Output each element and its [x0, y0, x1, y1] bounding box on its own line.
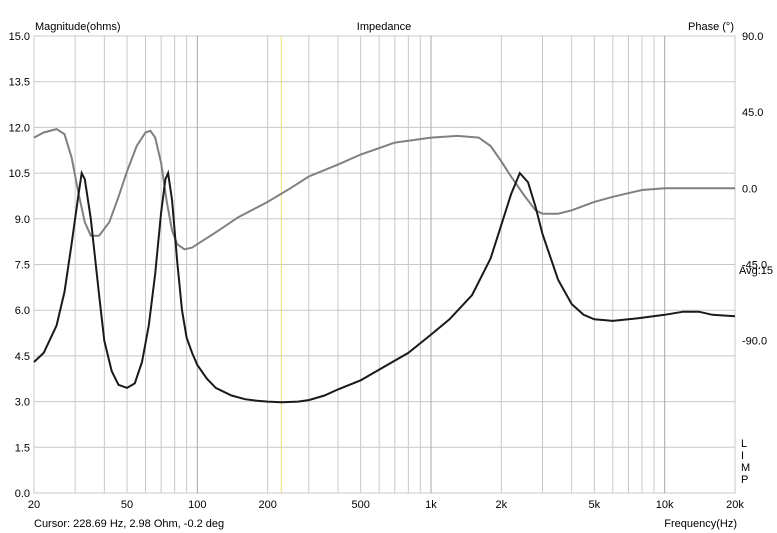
avg-label: Avg:15: [739, 265, 773, 277]
right-tick-label: 0.0: [742, 183, 757, 195]
left-tick-label: 9.0: [15, 214, 30, 226]
left-tick-label: 12.0: [9, 122, 30, 134]
left-tick-label: 3.0: [15, 397, 30, 409]
left-tick-label: 15.0: [9, 31, 30, 43]
left-axis-title: Magnitude(ohms): [35, 21, 121, 33]
x-tick-label: 100: [188, 499, 206, 511]
side-letter: I: [741, 450, 744, 462]
right-tick-label: 90.0: [742, 31, 763, 43]
right-axis-ticks: 90.0 45.0 0.0 -45.0 -90.0: [742, 31, 767, 348]
x-tick-label: 200: [258, 499, 276, 511]
right-tick-label: -90.0: [742, 336, 767, 348]
horizontal-gridlines: [34, 35, 735, 494]
left-tick-label: 10.5: [9, 168, 30, 180]
left-axis-ticks: 0.0 1.5 3.0 4.5 6.0 7.5 9.0 10.5 12.0 13.5 15.0: [9, 31, 30, 500]
x-tick-label: 2k: [496, 499, 508, 511]
x-tick-label: 50: [121, 499, 133, 511]
left-tick-label: 6.0: [15, 305, 30, 317]
left-tick-label: 4.5: [15, 351, 30, 363]
x-axis-ticks: 20 50 100 200 500 1k 2k 5k 10k 20k: [28, 499, 744, 511]
phase-series-line: [33, 128, 735, 251]
x-tick-label: 10k: [656, 499, 674, 511]
side-letter: P: [741, 474, 748, 486]
chart-title: Impedance: [357, 21, 411, 33]
left-tick-label: 1.5: [15, 442, 30, 454]
right-tick-label: -45.0: [742, 260, 767, 272]
left-tick-label: 13.5: [9, 77, 30, 89]
x-tick-label: 20: [28, 499, 40, 511]
x-tick-label: 500: [351, 499, 369, 511]
left-tick-label: 7.5: [15, 260, 30, 272]
x-tick-label: 20k: [726, 499, 744, 511]
cursor-readout: Cursor: 228.69 Hz, 2.98 Ohm, -0.2 deg: [34, 518, 224, 530]
side-letter: M: [741, 462, 750, 474]
right-axis-title: Phase (°): [688, 21, 734, 33]
right-tick-label: 45.0: [742, 107, 763, 119]
magnitude-series-line: [33, 169, 736, 404]
vertical-gridlines: [33, 36, 736, 493]
x-tick-label: 1k: [425, 499, 437, 511]
x-axis-title: Frequency(Hz): [664, 518, 737, 530]
x-tick-label: 5k: [589, 499, 601, 511]
side-letter: L: [741, 438, 747, 450]
left-tick-label: 0.0: [15, 488, 30, 500]
